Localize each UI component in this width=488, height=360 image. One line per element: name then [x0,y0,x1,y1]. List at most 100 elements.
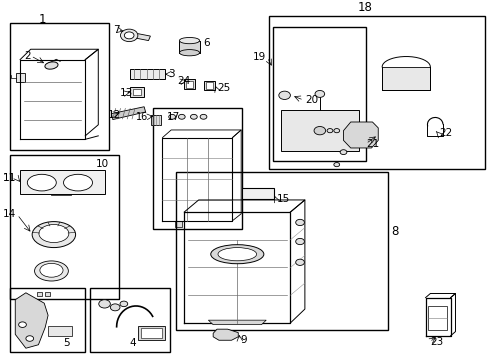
Text: 3: 3 [167,69,174,79]
Text: 9: 9 [240,335,247,345]
Text: 4: 4 [129,338,136,348]
Circle shape [340,150,346,154]
Text: 2: 2 [24,51,31,61]
Bar [10,288,85,352]
Bar [204,81,215,90]
Bar [10,155,119,299]
Circle shape [26,336,34,341]
Text: 22: 22 [438,129,451,139]
Polygon shape [280,110,358,152]
Ellipse shape [39,225,69,243]
Bar [304,114,315,147]
Ellipse shape [210,245,264,264]
Ellipse shape [27,174,56,191]
Text: 16: 16 [136,112,148,122]
Text: 20: 20 [304,95,317,105]
Bar [176,172,387,330]
Bar [45,292,50,296]
Circle shape [333,129,339,133]
Polygon shape [15,293,48,348]
Text: 12: 12 [108,110,121,120]
Ellipse shape [40,264,63,277]
Circle shape [314,90,324,98]
Ellipse shape [63,174,92,191]
Circle shape [333,162,339,167]
Bar [153,108,242,229]
Circle shape [295,238,304,245]
Bar [138,326,164,339]
Text: 25: 25 [217,83,230,93]
Bar [184,79,194,89]
Text: 8: 8 [390,225,397,238]
Bar [347,127,353,144]
Bar [10,23,109,150]
Bar [130,69,164,79]
Text: 18: 18 [357,1,372,14]
Text: 15: 15 [276,194,289,204]
Text: 10: 10 [95,158,108,168]
Bar [206,82,213,89]
Polygon shape [136,33,150,41]
Bar [133,89,141,95]
Bar [51,190,71,195]
Text: 13: 13 [119,88,133,98]
Bar [186,81,192,88]
Text: 23: 23 [429,337,443,347]
Bar [130,87,143,98]
Circle shape [295,259,304,265]
Bar [48,326,72,336]
Text: 17: 17 [167,112,180,122]
Text: 7: 7 [113,25,120,35]
Bar [272,27,366,161]
Polygon shape [343,122,378,148]
Polygon shape [20,171,104,194]
Circle shape [295,219,304,226]
Text: 11: 11 [3,174,16,184]
Bar [268,16,484,170]
Text: 11: 11 [3,174,16,184]
Bar [37,292,41,296]
Text: 1: 1 [39,13,46,26]
Circle shape [120,301,127,307]
Circle shape [190,114,197,119]
Polygon shape [213,329,238,340]
Circle shape [200,114,206,119]
Bar [141,328,161,338]
Text: 6: 6 [203,39,210,48]
Bar [242,188,273,199]
Ellipse shape [35,261,68,281]
Ellipse shape [45,62,58,69]
Ellipse shape [32,222,76,248]
Polygon shape [179,41,199,53]
Circle shape [278,91,290,99]
Ellipse shape [218,248,256,261]
Circle shape [19,322,26,328]
Polygon shape [111,107,145,120]
Text: 19: 19 [252,52,266,62]
Text: 24: 24 [177,76,190,86]
Bar [16,73,25,82]
Bar [151,116,161,125]
Polygon shape [208,320,266,325]
Circle shape [313,126,325,135]
Circle shape [178,114,185,119]
Circle shape [120,29,138,42]
Bar [340,114,351,147]
Circle shape [168,114,175,119]
Circle shape [110,304,120,311]
Bar [367,127,373,144]
Bar [322,114,333,147]
Bar [90,288,169,352]
Polygon shape [381,67,429,90]
Circle shape [326,129,332,133]
Bar [357,127,363,144]
Text: 14: 14 [3,210,16,220]
Text: 21: 21 [366,139,379,149]
Ellipse shape [179,37,199,44]
Text: 5: 5 [63,338,70,348]
Ellipse shape [179,50,199,56]
Bar [174,221,182,227]
Circle shape [124,32,134,39]
Bar [285,114,297,147]
Circle shape [99,300,110,308]
